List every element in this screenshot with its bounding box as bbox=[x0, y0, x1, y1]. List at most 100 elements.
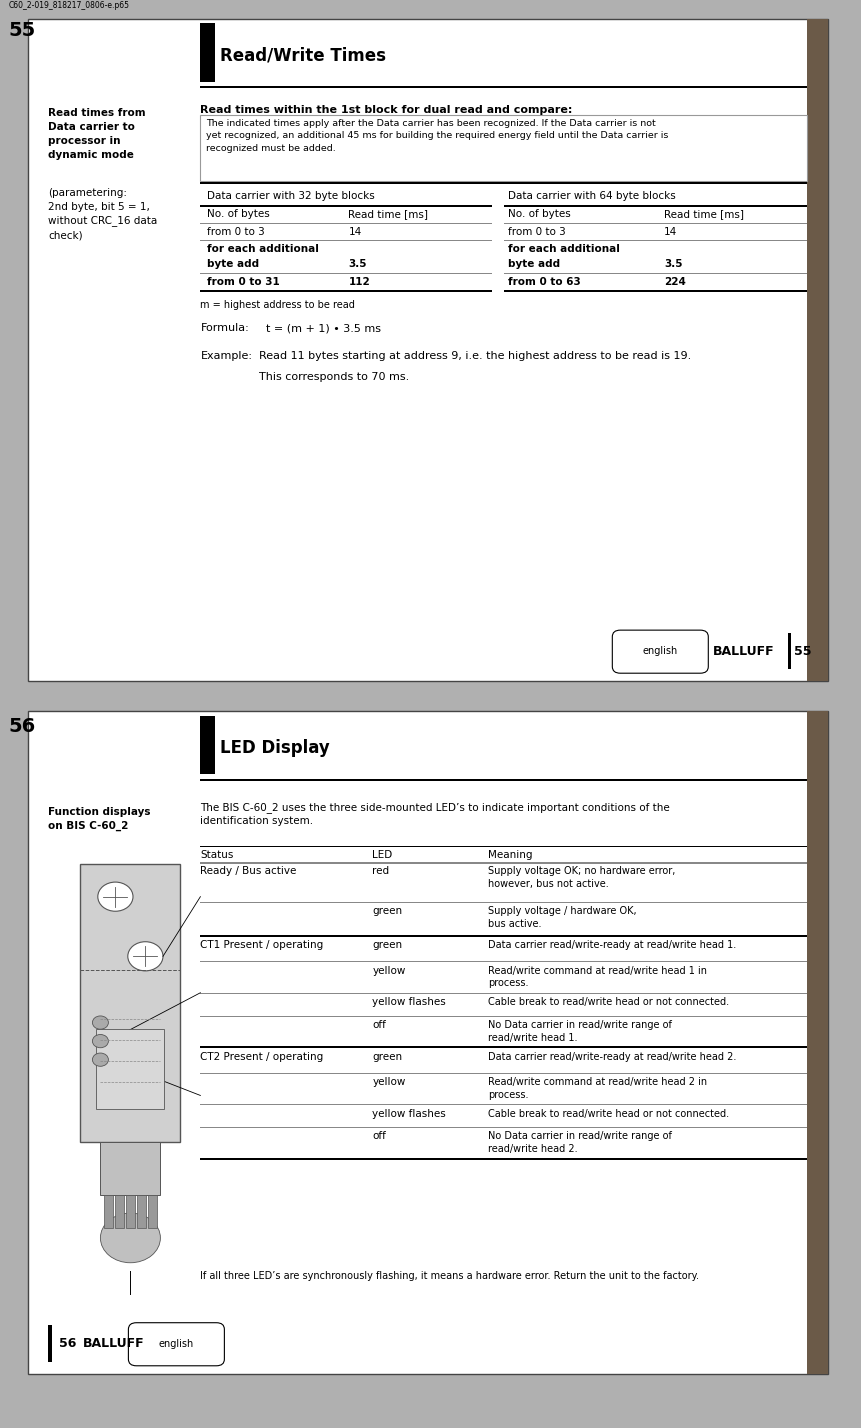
Circle shape bbox=[92, 1015, 108, 1030]
Bar bbox=[126, 1195, 135, 1228]
Circle shape bbox=[92, 1052, 108, 1067]
Text: 3.5: 3.5 bbox=[665, 258, 683, 268]
Text: byte add: byte add bbox=[207, 258, 259, 268]
Text: 224: 224 bbox=[665, 277, 686, 287]
Text: Read time [ms]: Read time [ms] bbox=[349, 210, 429, 220]
Bar bbox=[48, 1325, 52, 1362]
Bar bbox=[147, 1195, 158, 1228]
Bar bbox=[201, 23, 214, 81]
Bar bbox=[80, 864, 181, 1142]
Text: red: red bbox=[372, 867, 389, 877]
Text: yellow flashes: yellow flashes bbox=[372, 997, 446, 1007]
Text: Cable break to read/write head or not connected.: Cable break to read/write head or not co… bbox=[488, 997, 729, 1007]
Text: Formula:: Formula: bbox=[201, 323, 249, 333]
Bar bbox=[505, 290, 807, 291]
Text: No Data carrier in read/write range of
read/write head 2.: No Data carrier in read/write range of r… bbox=[488, 1131, 672, 1154]
Bar bbox=[201, 86, 808, 89]
Bar bbox=[201, 1158, 807, 1160]
Text: LED Display: LED Display bbox=[220, 738, 330, 757]
Circle shape bbox=[127, 941, 163, 971]
Bar bbox=[103, 1195, 113, 1228]
Text: Data carrier with 64 byte blocks: Data carrier with 64 byte blocks bbox=[508, 191, 676, 201]
Text: LED: LED bbox=[372, 850, 393, 860]
Bar bbox=[201, 181, 807, 184]
Text: 55: 55 bbox=[794, 645, 811, 658]
Text: from 0 to 31: from 0 to 31 bbox=[207, 277, 280, 287]
Text: Read 11 bytes starting at address 9, i.e. the highest address to be read is 19.: Read 11 bytes starting at address 9, i.e… bbox=[259, 351, 691, 361]
Text: green: green bbox=[372, 941, 402, 951]
Text: 56: 56 bbox=[9, 717, 36, 735]
Bar bbox=[201, 1158, 807, 1160]
Text: Function displays
on BIS C-60_2: Function displays on BIS C-60_2 bbox=[48, 807, 151, 831]
Circle shape bbox=[92, 1034, 108, 1048]
Bar bbox=[505, 206, 807, 207]
Bar bbox=[101, 1142, 160, 1195]
Bar bbox=[137, 1195, 146, 1228]
Bar bbox=[96, 1030, 164, 1108]
Text: CT1 Present / operating: CT1 Present / operating bbox=[201, 941, 324, 951]
Bar bbox=[808, 711, 828, 1374]
Text: Read/Write Times: Read/Write Times bbox=[220, 46, 387, 64]
Text: off: off bbox=[372, 1131, 387, 1141]
Text: for each additional: for each additional bbox=[207, 244, 319, 254]
Text: green: green bbox=[372, 1051, 402, 1061]
Bar bbox=[808, 19, 828, 681]
Text: Read time [ms]: Read time [ms] bbox=[665, 210, 744, 220]
Bar bbox=[201, 114, 807, 181]
Text: Read times from
Data carrier to
processor in
dynamic mode: Read times from Data carrier to processo… bbox=[48, 109, 146, 160]
Text: Supply voltage OK; no hardware error,
however, bus not active.: Supply voltage OK; no hardware error, ho… bbox=[488, 867, 676, 890]
Text: m = highest address to be read: m = highest address to be read bbox=[201, 300, 356, 310]
Text: 56: 56 bbox=[59, 1338, 76, 1351]
Text: for each additional: for each additional bbox=[508, 244, 620, 254]
Text: CT2 Present / operating: CT2 Present / operating bbox=[201, 1051, 324, 1061]
Text: The indicated times apply after the Data carrier has been recognized. If the Dat: The indicated times apply after the Data… bbox=[206, 120, 668, 153]
Text: No. of bytes: No. of bytes bbox=[508, 210, 571, 220]
Text: BALLUFF: BALLUFF bbox=[83, 1338, 145, 1351]
Text: byte add: byte add bbox=[508, 258, 561, 268]
Bar bbox=[115, 1195, 124, 1228]
Text: Ready / Bus active: Ready / Bus active bbox=[201, 867, 297, 877]
Text: 14: 14 bbox=[349, 227, 362, 237]
Text: from 0 to 63: from 0 to 63 bbox=[508, 277, 581, 287]
Text: (parametering:
2nd byte, bit 5 = 1,
without CRC_16 data
check): (parametering: 2nd byte, bit 5 = 1, with… bbox=[48, 187, 158, 240]
Text: yellow: yellow bbox=[372, 1077, 406, 1087]
Text: Supply voltage / hardware OK,
bus active.: Supply voltage / hardware OK, bus active… bbox=[488, 905, 637, 928]
Text: BALLUFF: BALLUFF bbox=[713, 645, 775, 658]
Text: english: english bbox=[642, 647, 678, 657]
Text: yellow: yellow bbox=[372, 965, 406, 975]
Text: This corresponds to 70 ms.: This corresponds to 70 ms. bbox=[259, 373, 409, 383]
Text: The BIS C-60_2 uses the three side-mounted LED’s to indicate important condition: The BIS C-60_2 uses the three side-mount… bbox=[201, 803, 670, 825]
FancyBboxPatch shape bbox=[612, 630, 709, 673]
Text: from 0 to 3: from 0 to 3 bbox=[508, 227, 566, 237]
Text: 112: 112 bbox=[349, 277, 370, 287]
Text: 14: 14 bbox=[665, 227, 678, 237]
Text: Data carrier read/write-ready at read/write head 2.: Data carrier read/write-ready at read/wr… bbox=[488, 1051, 737, 1061]
Text: off: off bbox=[372, 1020, 387, 1030]
Text: Meaning: Meaning bbox=[488, 850, 533, 860]
Text: yellow flashes: yellow flashes bbox=[372, 1108, 446, 1118]
Circle shape bbox=[101, 1212, 160, 1262]
Bar bbox=[201, 1047, 807, 1048]
Text: No. of bytes: No. of bytes bbox=[207, 210, 269, 220]
FancyBboxPatch shape bbox=[128, 1322, 225, 1365]
Text: No Data carrier in read/write range of
read/write head 1.: No Data carrier in read/write range of r… bbox=[488, 1020, 672, 1042]
Bar bbox=[201, 935, 807, 937]
Circle shape bbox=[98, 883, 133, 911]
Text: green: green bbox=[372, 905, 402, 915]
Text: t = (m + 1) • 3.5 ms: t = (m + 1) • 3.5 ms bbox=[259, 323, 381, 333]
Text: from 0 to 3: from 0 to 3 bbox=[207, 227, 264, 237]
Text: Data carrier with 32 byte blocks: Data carrier with 32 byte blocks bbox=[207, 191, 375, 201]
Text: Cable break to read/write head or not connected.: Cable break to read/write head or not co… bbox=[488, 1108, 729, 1118]
Text: Read/write command at read/write head 1 in
process.: Read/write command at read/write head 1 … bbox=[488, 965, 708, 988]
Text: Status: Status bbox=[201, 850, 233, 860]
Text: If all three LED’s are synchronously flashing, it means a hardware error. Return: If all three LED’s are synchronously fla… bbox=[201, 1271, 699, 1281]
Text: C60_2-019_818217_0806-e.p65: C60_2-019_818217_0806-e.p65 bbox=[9, 0, 130, 10]
Bar bbox=[201, 715, 214, 774]
Text: 3.5: 3.5 bbox=[349, 258, 367, 268]
Text: Data carrier read/write-ready at read/write head 1.: Data carrier read/write-ready at read/wr… bbox=[488, 941, 737, 951]
Bar bbox=[201, 290, 492, 291]
Text: english: english bbox=[158, 1339, 194, 1349]
Text: Example:: Example: bbox=[201, 351, 252, 361]
Text: 55: 55 bbox=[9, 21, 36, 40]
Text: Read times within the 1st block for dual read and compare:: Read times within the 1st block for dual… bbox=[201, 104, 573, 114]
